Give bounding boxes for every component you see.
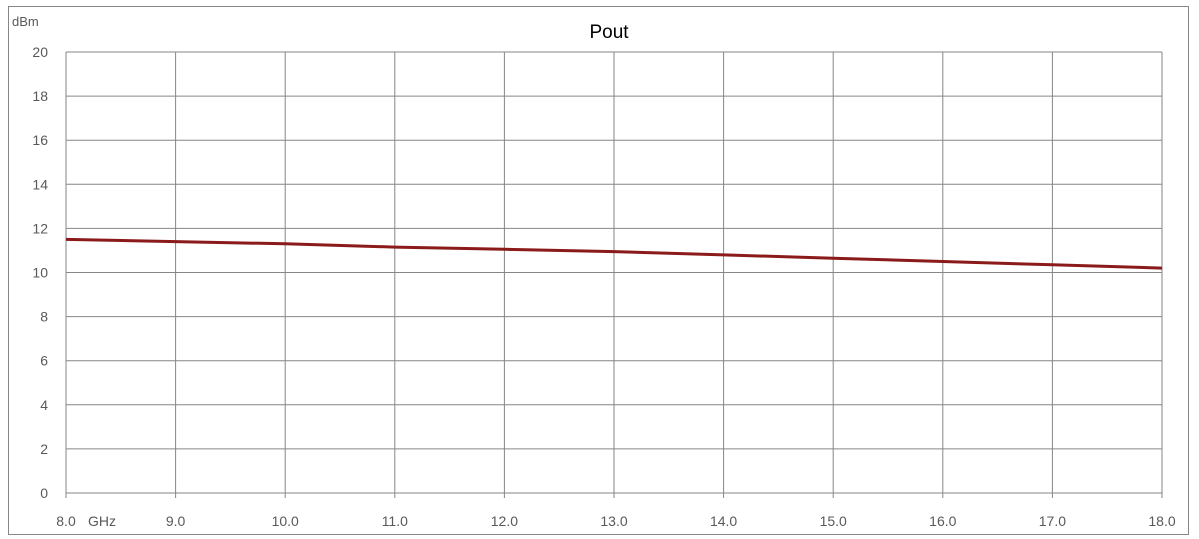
series-line bbox=[65, 237, 1163, 270]
chart-area bbox=[8, 6, 1189, 535]
x-tick-label: 9.0 bbox=[166, 513, 186, 529]
y-tick-label: 20 bbox=[32, 44, 48, 60]
y-tick-label: 4 bbox=[40, 397, 48, 413]
chart-title: Pout bbox=[589, 22, 629, 43]
y-axis-unit-label: dBm bbox=[12, 14, 39, 29]
x-tick-label: 15.0 bbox=[820, 513, 847, 529]
y-tick-label: 2 bbox=[40, 441, 48, 457]
y-tick-label: 0 bbox=[40, 485, 48, 501]
x-tick-label: 10.0 bbox=[272, 513, 299, 529]
x-tick-label: 17.0 bbox=[1039, 513, 1066, 529]
y-tick-label: 10 bbox=[32, 265, 48, 281]
y-tick-label: 12 bbox=[32, 220, 48, 236]
x-tick-label: 13.0 bbox=[600, 513, 627, 529]
y-tick-label: 8 bbox=[40, 309, 48, 325]
tick-labels: 0 2 4 6 8 10 12 14 16 18 20 8.0 9.0 10.0 11.0 12.0 13.0 1… bbox=[32, 44, 1175, 529]
axes bbox=[65, 52, 1163, 498]
x-tick-label: 14.0 bbox=[710, 513, 737, 529]
x-tick-label: 16.0 bbox=[929, 513, 956, 529]
y-tick-label: 18 bbox=[32, 88, 48, 104]
x-axis-unit-label: GHz bbox=[88, 513, 116, 529]
x-tick-label: 12.0 bbox=[491, 513, 518, 529]
y-tick-label: 14 bbox=[32, 176, 48, 192]
x-tick-label: 11.0 bbox=[382, 513, 408, 529]
series-layer bbox=[65, 237, 1163, 270]
y-tick-label: 6 bbox=[40, 353, 48, 369]
y-tick-label: 16 bbox=[32, 132, 48, 148]
gridlines bbox=[66, 51, 1163, 493]
x-tick-label: 8.0 bbox=[56, 513, 76, 529]
x-tick-label: 18.0 bbox=[1148, 513, 1175, 529]
